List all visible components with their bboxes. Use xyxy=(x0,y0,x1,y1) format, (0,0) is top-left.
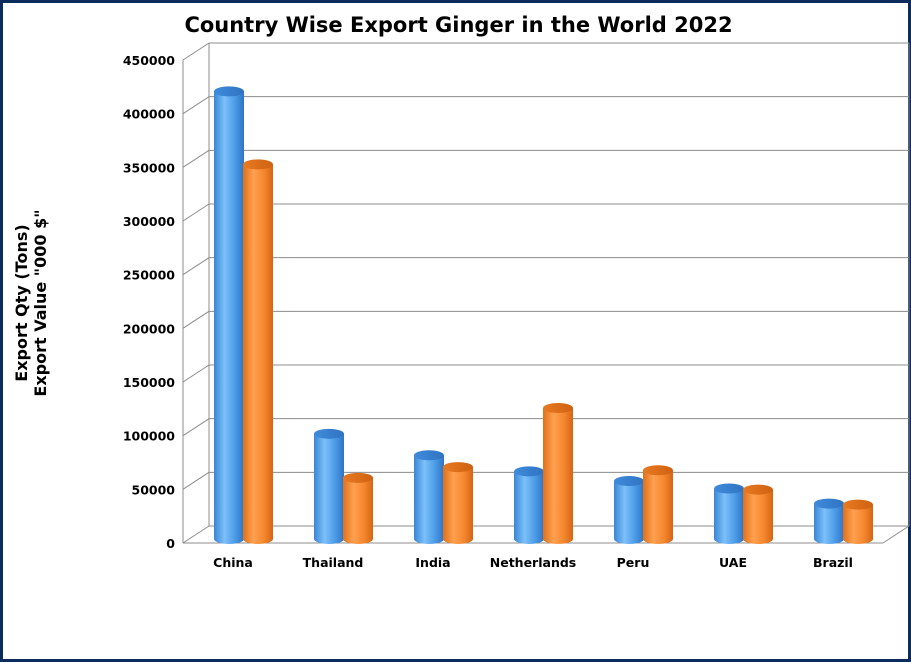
x-tick-label: Peru xyxy=(617,555,650,570)
y-tick-label: 350000 xyxy=(123,160,175,175)
bar xyxy=(314,428,344,544)
y-tick-label: 200000 xyxy=(123,321,175,336)
bar-top-cap xyxy=(814,498,844,509)
bar-body xyxy=(514,471,544,544)
bar-top-cap xyxy=(514,466,544,477)
gridline-side xyxy=(182,418,210,437)
gridline-side xyxy=(182,96,210,115)
gridline-side xyxy=(182,203,210,222)
x-tick-label: Brazil xyxy=(813,555,853,570)
bar-top-cap xyxy=(643,465,673,476)
bar-top-cap xyxy=(243,159,273,170)
bar-body xyxy=(543,408,573,544)
bar-body xyxy=(443,467,473,544)
bar-body xyxy=(314,433,344,544)
bar xyxy=(543,403,573,544)
bar-body xyxy=(214,91,244,545)
y-tick-label: 450000 xyxy=(123,53,175,68)
bar xyxy=(343,472,373,544)
gridline-side xyxy=(182,525,210,544)
bar-body xyxy=(843,504,873,544)
bar-top-cap xyxy=(743,484,773,495)
gridline-side xyxy=(182,310,210,329)
bar xyxy=(614,476,644,544)
bar-top-cap xyxy=(614,476,644,487)
bar-top-cap xyxy=(314,428,344,439)
bar xyxy=(514,466,544,544)
bar xyxy=(843,499,873,544)
x-tick-label: India xyxy=(415,555,450,570)
x-tick-label: Thailand xyxy=(303,555,364,570)
axes-layer xyxy=(182,42,910,544)
gridline-side xyxy=(182,149,210,168)
labels-layer: 0 50000 100000 150000 200000 250000 300000 3500… xyxy=(123,53,853,570)
bar-top-cap xyxy=(714,483,744,494)
y-tick-label: 400000 xyxy=(123,107,175,122)
x-tick-label: Netherlands xyxy=(490,555,576,570)
bar-top-cap xyxy=(414,450,444,461)
bar-body xyxy=(643,470,673,544)
x-tick-label: China xyxy=(213,555,253,570)
y-tick-label: 150000 xyxy=(123,375,175,390)
bar-top-cap xyxy=(843,499,873,510)
bars-layer xyxy=(214,86,873,545)
gridline-side xyxy=(182,257,210,276)
bar xyxy=(814,498,844,544)
y-tick-label: 100000 xyxy=(123,429,175,444)
bar xyxy=(743,484,773,544)
gridline-side xyxy=(182,471,210,490)
bar-top-cap xyxy=(214,86,244,97)
bar-top-cap xyxy=(443,462,473,473)
x-tick-label: UAE xyxy=(719,555,747,570)
bar xyxy=(643,465,673,544)
y-tick-label: 250000 xyxy=(123,268,175,283)
bar-top-cap xyxy=(543,403,573,414)
floor-right-edge xyxy=(882,525,910,544)
chart-title: Country Wise Export Ginger in the World … xyxy=(184,13,733,37)
gridline-side xyxy=(182,364,210,383)
bar-body xyxy=(714,488,744,544)
gridline-side xyxy=(182,42,210,61)
bar xyxy=(243,159,273,544)
bar-body xyxy=(743,489,773,544)
bar xyxy=(214,86,244,545)
bar xyxy=(443,462,473,544)
bar-body xyxy=(243,164,273,544)
bar-top-cap xyxy=(343,472,373,483)
bar xyxy=(714,483,744,544)
y-tick-label: 0 xyxy=(166,536,175,551)
y-tick-label: 300000 xyxy=(123,214,175,229)
bar xyxy=(414,450,444,544)
bar-body xyxy=(343,477,373,544)
bar-body xyxy=(614,481,644,544)
bar-body xyxy=(814,503,844,544)
bar-body xyxy=(414,455,444,544)
y-tick-label: 50000 xyxy=(132,482,176,497)
